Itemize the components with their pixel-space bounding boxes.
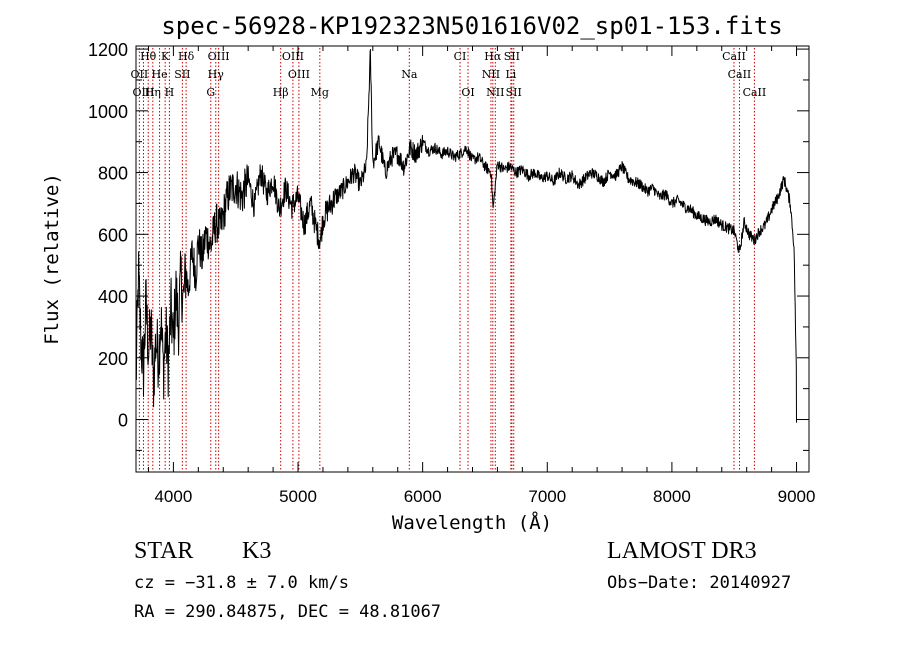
marker-label-19: Hη <box>145 86 161 99</box>
marker-label-12: Hγ <box>208 68 225 81</box>
marker-label-21: G <box>206 86 215 99</box>
object-class: STAR <box>134 538 194 564</box>
spectral-line-markers <box>138 48 755 472</box>
x-tick-label-5: 9000 <box>778 487 816 506</box>
marker-label-16: Li <box>505 68 516 81</box>
marker-label-26: SII <box>506 86 522 99</box>
y-axis: 0 200 400 600 800 1000 1200 <box>88 40 809 451</box>
marker-label-7: SII <box>504 50 520 63</box>
marker-label-11: SII <box>174 68 190 81</box>
chart-title: spec-56928-KP192323N501616V02_sp01-153.f… <box>161 12 782 40</box>
marker-label-23: Mg <box>311 86 329 99</box>
x-tick-label-4: 8000 <box>653 487 691 506</box>
marker-label-17: CaII <box>728 68 752 81</box>
x-tick-label-0: 4000 <box>154 487 192 506</box>
y-tick-label-4: 800 <box>98 164 128 184</box>
obs-date: Obs−Date: 20140927 <box>607 573 792 593</box>
x-axis: 4000 5000 6000 7000 8000 9000 <box>147 46 816 506</box>
spectrum-series <box>135 49 797 423</box>
cz-value: cz = −31.8 ± 7.0 km/s <box>134 573 349 593</box>
marker-label-25: NII <box>486 86 504 99</box>
marker-label-18: OIII <box>132 86 154 99</box>
marker-label-9: OII <box>131 68 149 81</box>
survey-name: LAMOST DR3 <box>607 538 757 564</box>
series-spectrum <box>135 49 797 423</box>
y-tick-label-0: 0 <box>118 411 128 431</box>
marker-label-1: K <box>161 50 170 63</box>
marker-label-2: Hδ <box>178 50 195 63</box>
marker-label-10: He <box>152 68 168 81</box>
marker-label-8: CaII <box>722 50 746 63</box>
y-tick-label-2: 400 <box>98 287 128 307</box>
y-tick-label-6: 1200 <box>88 40 128 60</box>
marker-label-5: CI <box>454 50 467 63</box>
y-tick-label-5: 1000 <box>88 102 128 122</box>
marker-label-15: NII <box>482 68 500 81</box>
marker-label-27: CaII <box>743 86 767 99</box>
marker-label-6: Hα <box>484 50 502 63</box>
plot-frame <box>135 45 810 473</box>
marker-label-0: Hθ <box>140 50 157 63</box>
marker-label-14: Na <box>401 68 418 81</box>
x-tick-label-2: 6000 <box>404 487 442 506</box>
x-tick-label-1: 5000 <box>279 487 317 506</box>
coordinates: RA = 290.84875, DEC = 48.81067 <box>134 602 442 622</box>
marker-label-13: OIII <box>288 68 310 81</box>
marker-label-22: Hβ <box>273 86 289 99</box>
x-tick-label-3: 7000 <box>528 487 566 506</box>
marker-label-4: OIII <box>282 50 304 63</box>
marker-label-24: OI <box>461 86 474 99</box>
marker-label-20: H <box>165 86 175 99</box>
y-tick-label-1: 200 <box>98 349 128 369</box>
x-axis-label: Wavelength (Å) <box>392 511 552 534</box>
y-axis-label: Flux (relative) <box>41 173 63 345</box>
marker-label-3: OIII <box>208 50 230 63</box>
y-tick-label-3: 600 <box>98 225 128 245</box>
subclass: K3 <box>242 538 272 564</box>
